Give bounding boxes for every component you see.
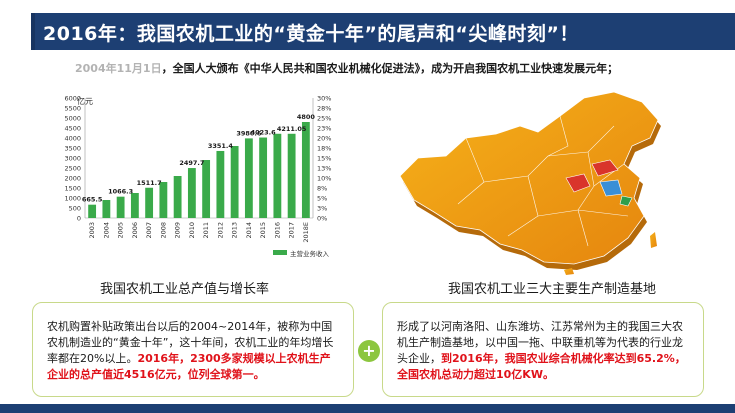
bar [116, 196, 125, 218]
y-tick-label: 2000 [64, 175, 81, 183]
china-map [399, 91, 661, 275]
data-label: 665.5 [82, 196, 103, 204]
base-henan [565, 173, 591, 193]
y2-tick-label: 20% [317, 135, 331, 143]
map-mainland [399, 91, 659, 265]
y2-tick-label: 13% [317, 165, 331, 173]
bar [173, 176, 182, 218]
base-jiangsu [599, 179, 623, 197]
x-tick-label: 2016 [273, 222, 281, 239]
y-tick-label: 5500 [64, 105, 81, 113]
y-axis-unit: 亿元 [77, 96, 93, 106]
y2-tick-label: 18% [317, 145, 331, 153]
bar [244, 138, 253, 218]
bar [88, 204, 97, 218]
data-label: 4211.05 [277, 125, 307, 133]
y2-tick-label: 15% [317, 155, 331, 163]
x-tick-label: 2013 [231, 222, 239, 239]
left-box-text: 农机购置补贴政策出台以后的2004~2014年，被称为中国农机制造业的“黄金十年… [47, 320, 334, 365]
bar [187, 168, 196, 218]
y2-tick-label: 0% [317, 215, 327, 223]
map-caption: 我国农机工业三大主要生产制造基地 [448, 282, 657, 297]
x-tick-label: 2007 [145, 222, 153, 239]
y-tick-label: 4000 [64, 135, 81, 143]
x-tick-label: 2006 [131, 222, 139, 239]
y-tick-label: 6000 [64, 95, 81, 103]
bar [216, 150, 225, 218]
x-tick-label: 2003 [88, 222, 96, 239]
left-box-highlight: 2016年，2300多家规模以上农机生产企业的总产值近4516亿元，位列全球第一… [47, 352, 331, 381]
legend-swatch [273, 250, 287, 255]
y2-tick-label: 3% [317, 205, 327, 213]
right-box-text: 形成了以河南洛阳、山东潍坊、江苏常州为主的我国三大农机生产制造基地，以中国一拖、… [397, 320, 683, 365]
y-tick-label: 2500 [64, 165, 81, 173]
bar [130, 193, 139, 218]
bar [259, 137, 268, 218]
y-tick-label: 0 [77, 215, 81, 223]
output-growth-chart: 665.5 1066.3 1511.7 2497.7 3351.43980.64023.… [64, 95, 331, 259]
y2-tick-label: 25% [317, 115, 331, 123]
data-label: 1066.3 [108, 188, 133, 196]
shanghai-area [619, 195, 633, 207]
y-tick-label: 1000 [64, 195, 81, 203]
y2-tick-label: 28% [317, 105, 331, 113]
hainan-island [564, 268, 574, 275]
x-tick-label: 2011 [202, 222, 210, 239]
chart-caption: 我国农机工业总产值与增长率 [100, 282, 270, 297]
y2-tick-label: 30% [317, 95, 331, 103]
right-box-highlight: 到2016年，我国农业综合机械化率达到65.2%，全国农机总动力超过10亿KW。 [397, 352, 686, 381]
x-tick-label: 2010 [188, 222, 196, 239]
base-shandong [591, 159, 619, 177]
x-tick-label: 2018E [302, 222, 310, 243]
x-tick-label: 2004 [102, 222, 110, 239]
y-tick-label: 5000 [64, 115, 81, 123]
bar [287, 133, 296, 218]
y2-tick-label: 10% [317, 175, 331, 183]
bar [230, 146, 239, 218]
y-tick-label: 4500 [64, 125, 81, 133]
y2-tick-label: 23% [317, 125, 331, 133]
left-info-box: 农机购置补贴政策出台以后的2004~2014年，被称为中国农机制造业的“黄金十年… [32, 302, 354, 397]
bar [301, 122, 310, 218]
data-label: 3351.4 [208, 142, 234, 150]
page-title: 2016年：我国农机工业的“黄金十年”的尾声和“尖峰时刻”！ [43, 23, 579, 45]
data-label: 1511.7 [137, 179, 162, 187]
x-tick-label: 2015 [259, 222, 267, 239]
y-tick-label: 500 [69, 205, 81, 213]
x-tick-label: 2005 [117, 222, 125, 239]
y2-tick-label: 5% [317, 195, 327, 203]
x-tick-label: 2009 [174, 222, 182, 239]
x-tick-label: 2017 [288, 222, 296, 239]
intro-date: 2004年11月1日 [75, 62, 162, 75]
y2-tick-label: 8% [317, 185, 327, 193]
bar [102, 200, 111, 218]
data-label: 2497.7 [179, 159, 204, 167]
bar [145, 187, 154, 218]
bar [273, 133, 282, 218]
x-tick-label: 2014 [245, 222, 253, 239]
intro-line: 2004年11月1日，全国人大颁布《中华人民共和国农业机械化促进法》，成为开启我… [75, 60, 618, 76]
title-bar: 2016年：我国农机工业的“黄金十年”的尾声和“尖峰时刻”！ [31, 13, 735, 50]
taiwan-island [650, 232, 657, 248]
data-label: 4800 [297, 113, 316, 121]
intro-text: ，全国人大颁布《中华人民共和国农业机械化促进法》，成为开启我国农机工业快速发展元… [161, 62, 619, 75]
x-tick-label: 2008 [159, 222, 167, 239]
right-info-box: 形成了以河南洛阳、山东潍坊、江苏常州为主的我国三大农机生产制造基地，以中国一拖、… [382, 302, 704, 397]
bar [159, 182, 168, 218]
y-tick-label: 3500 [64, 145, 81, 153]
y-tick-label: 3000 [64, 155, 81, 163]
plus-icon: + [358, 340, 380, 362]
data-label: 3980.6 [236, 129, 262, 137]
data-label: 4023.6 [251, 129, 277, 137]
y-tick-label: 1500 [64, 185, 81, 193]
bar [202, 160, 211, 218]
bottom-strip [0, 404, 735, 413]
x-tick-label: 2012 [216, 222, 224, 239]
legend-label: 主营业务收入 [290, 249, 330, 258]
